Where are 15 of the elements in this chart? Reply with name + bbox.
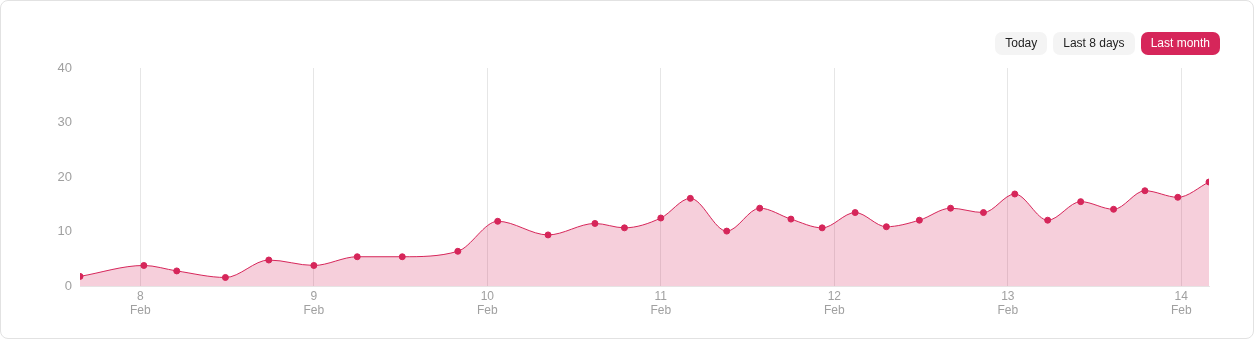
x-tick-label: 9 Feb [303, 288, 325, 318]
text: Last 8 days [1053, 32, 1135, 55]
y-tick-label: 40 [57, 59, 72, 75]
x-tick-label: 11 Feb [650, 288, 672, 318]
x-tick-label: 14 Feb [1170, 288, 1192, 318]
y-tick-label: 30 [57, 114, 72, 130]
y-tick-label: 0 [64, 277, 72, 293]
x-tick-label: 8 Feb [130, 288, 152, 318]
x-tick-label: 13 Feb [997, 288, 1019, 318]
text: Today [995, 32, 1048, 55]
y-tick-label: 10 [57, 223, 72, 239]
y-tick-label: 20 [57, 168, 72, 184]
x-tick-label: 10 Feb [476, 288, 498, 318]
text: Last month [1140, 32, 1220, 55]
x-tick-label: 12 Feb [823, 288, 845, 318]
